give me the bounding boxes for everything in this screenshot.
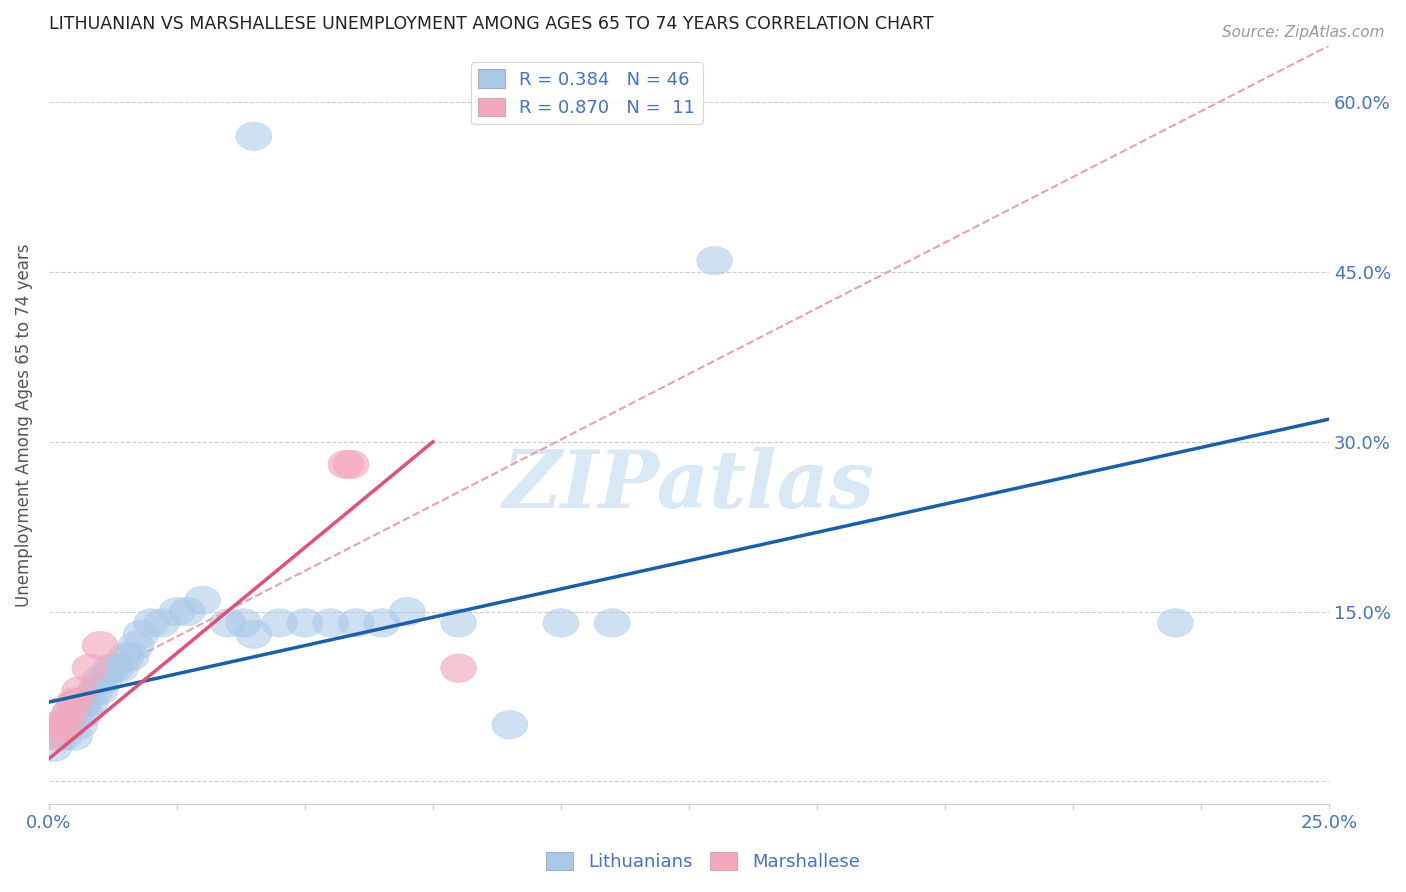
Ellipse shape (56, 699, 93, 728)
Ellipse shape (72, 654, 108, 682)
Y-axis label: Unemployment Among Ages 65 to 74 years: Unemployment Among Ages 65 to 74 years (15, 244, 32, 607)
Ellipse shape (236, 620, 271, 648)
Ellipse shape (83, 665, 118, 694)
Ellipse shape (169, 598, 205, 625)
Ellipse shape (52, 699, 87, 728)
Ellipse shape (67, 699, 103, 728)
Ellipse shape (83, 677, 118, 705)
Ellipse shape (41, 711, 77, 739)
Ellipse shape (697, 246, 733, 275)
Ellipse shape (124, 620, 159, 648)
Legend: R = 0.384   N = 46, R = 0.870   N =  11: R = 0.384 N = 46, R = 0.870 N = 11 (471, 62, 703, 125)
Ellipse shape (595, 608, 630, 637)
Ellipse shape (312, 608, 349, 637)
Ellipse shape (37, 722, 72, 750)
Ellipse shape (112, 643, 149, 671)
Ellipse shape (440, 608, 477, 637)
Ellipse shape (87, 665, 124, 694)
Ellipse shape (543, 608, 579, 637)
Ellipse shape (41, 711, 77, 739)
Text: ZIPatlas: ZIPatlas (503, 447, 875, 524)
Ellipse shape (108, 643, 143, 671)
Ellipse shape (287, 608, 323, 637)
Ellipse shape (492, 711, 527, 739)
Ellipse shape (262, 608, 297, 637)
Ellipse shape (41, 722, 77, 750)
Ellipse shape (103, 654, 139, 682)
Ellipse shape (97, 654, 134, 682)
Ellipse shape (37, 733, 72, 762)
Ellipse shape (56, 688, 93, 716)
Ellipse shape (328, 450, 364, 479)
Ellipse shape (225, 608, 262, 637)
Ellipse shape (134, 608, 169, 637)
Ellipse shape (143, 608, 180, 637)
Ellipse shape (339, 608, 374, 637)
Ellipse shape (62, 677, 97, 705)
Ellipse shape (46, 711, 83, 739)
Ellipse shape (333, 450, 368, 479)
Ellipse shape (93, 654, 128, 682)
Text: LITHUANIAN VS MARSHALLESE UNEMPLOYMENT AMONG AGES 65 TO 74 YEARS CORRELATION CHA: LITHUANIAN VS MARSHALLESE UNEMPLOYMENT A… (49, 15, 934, 33)
Ellipse shape (1157, 608, 1194, 637)
Ellipse shape (46, 722, 83, 750)
Ellipse shape (83, 632, 118, 660)
Ellipse shape (72, 688, 108, 716)
Ellipse shape (184, 586, 221, 615)
Ellipse shape (46, 711, 83, 739)
Ellipse shape (364, 608, 399, 637)
Ellipse shape (118, 632, 153, 660)
Ellipse shape (52, 711, 87, 739)
Ellipse shape (67, 688, 103, 716)
Text: Source: ZipAtlas.com: Source: ZipAtlas.com (1222, 25, 1385, 40)
Ellipse shape (440, 654, 477, 682)
Ellipse shape (389, 598, 425, 625)
Ellipse shape (56, 722, 93, 750)
Ellipse shape (77, 677, 112, 705)
Ellipse shape (52, 699, 87, 728)
Ellipse shape (62, 688, 97, 716)
Ellipse shape (236, 122, 271, 151)
Ellipse shape (211, 608, 246, 637)
Ellipse shape (62, 711, 97, 739)
Ellipse shape (159, 598, 195, 625)
Legend: Lithuanians, Marshallese: Lithuanians, Marshallese (538, 845, 868, 879)
